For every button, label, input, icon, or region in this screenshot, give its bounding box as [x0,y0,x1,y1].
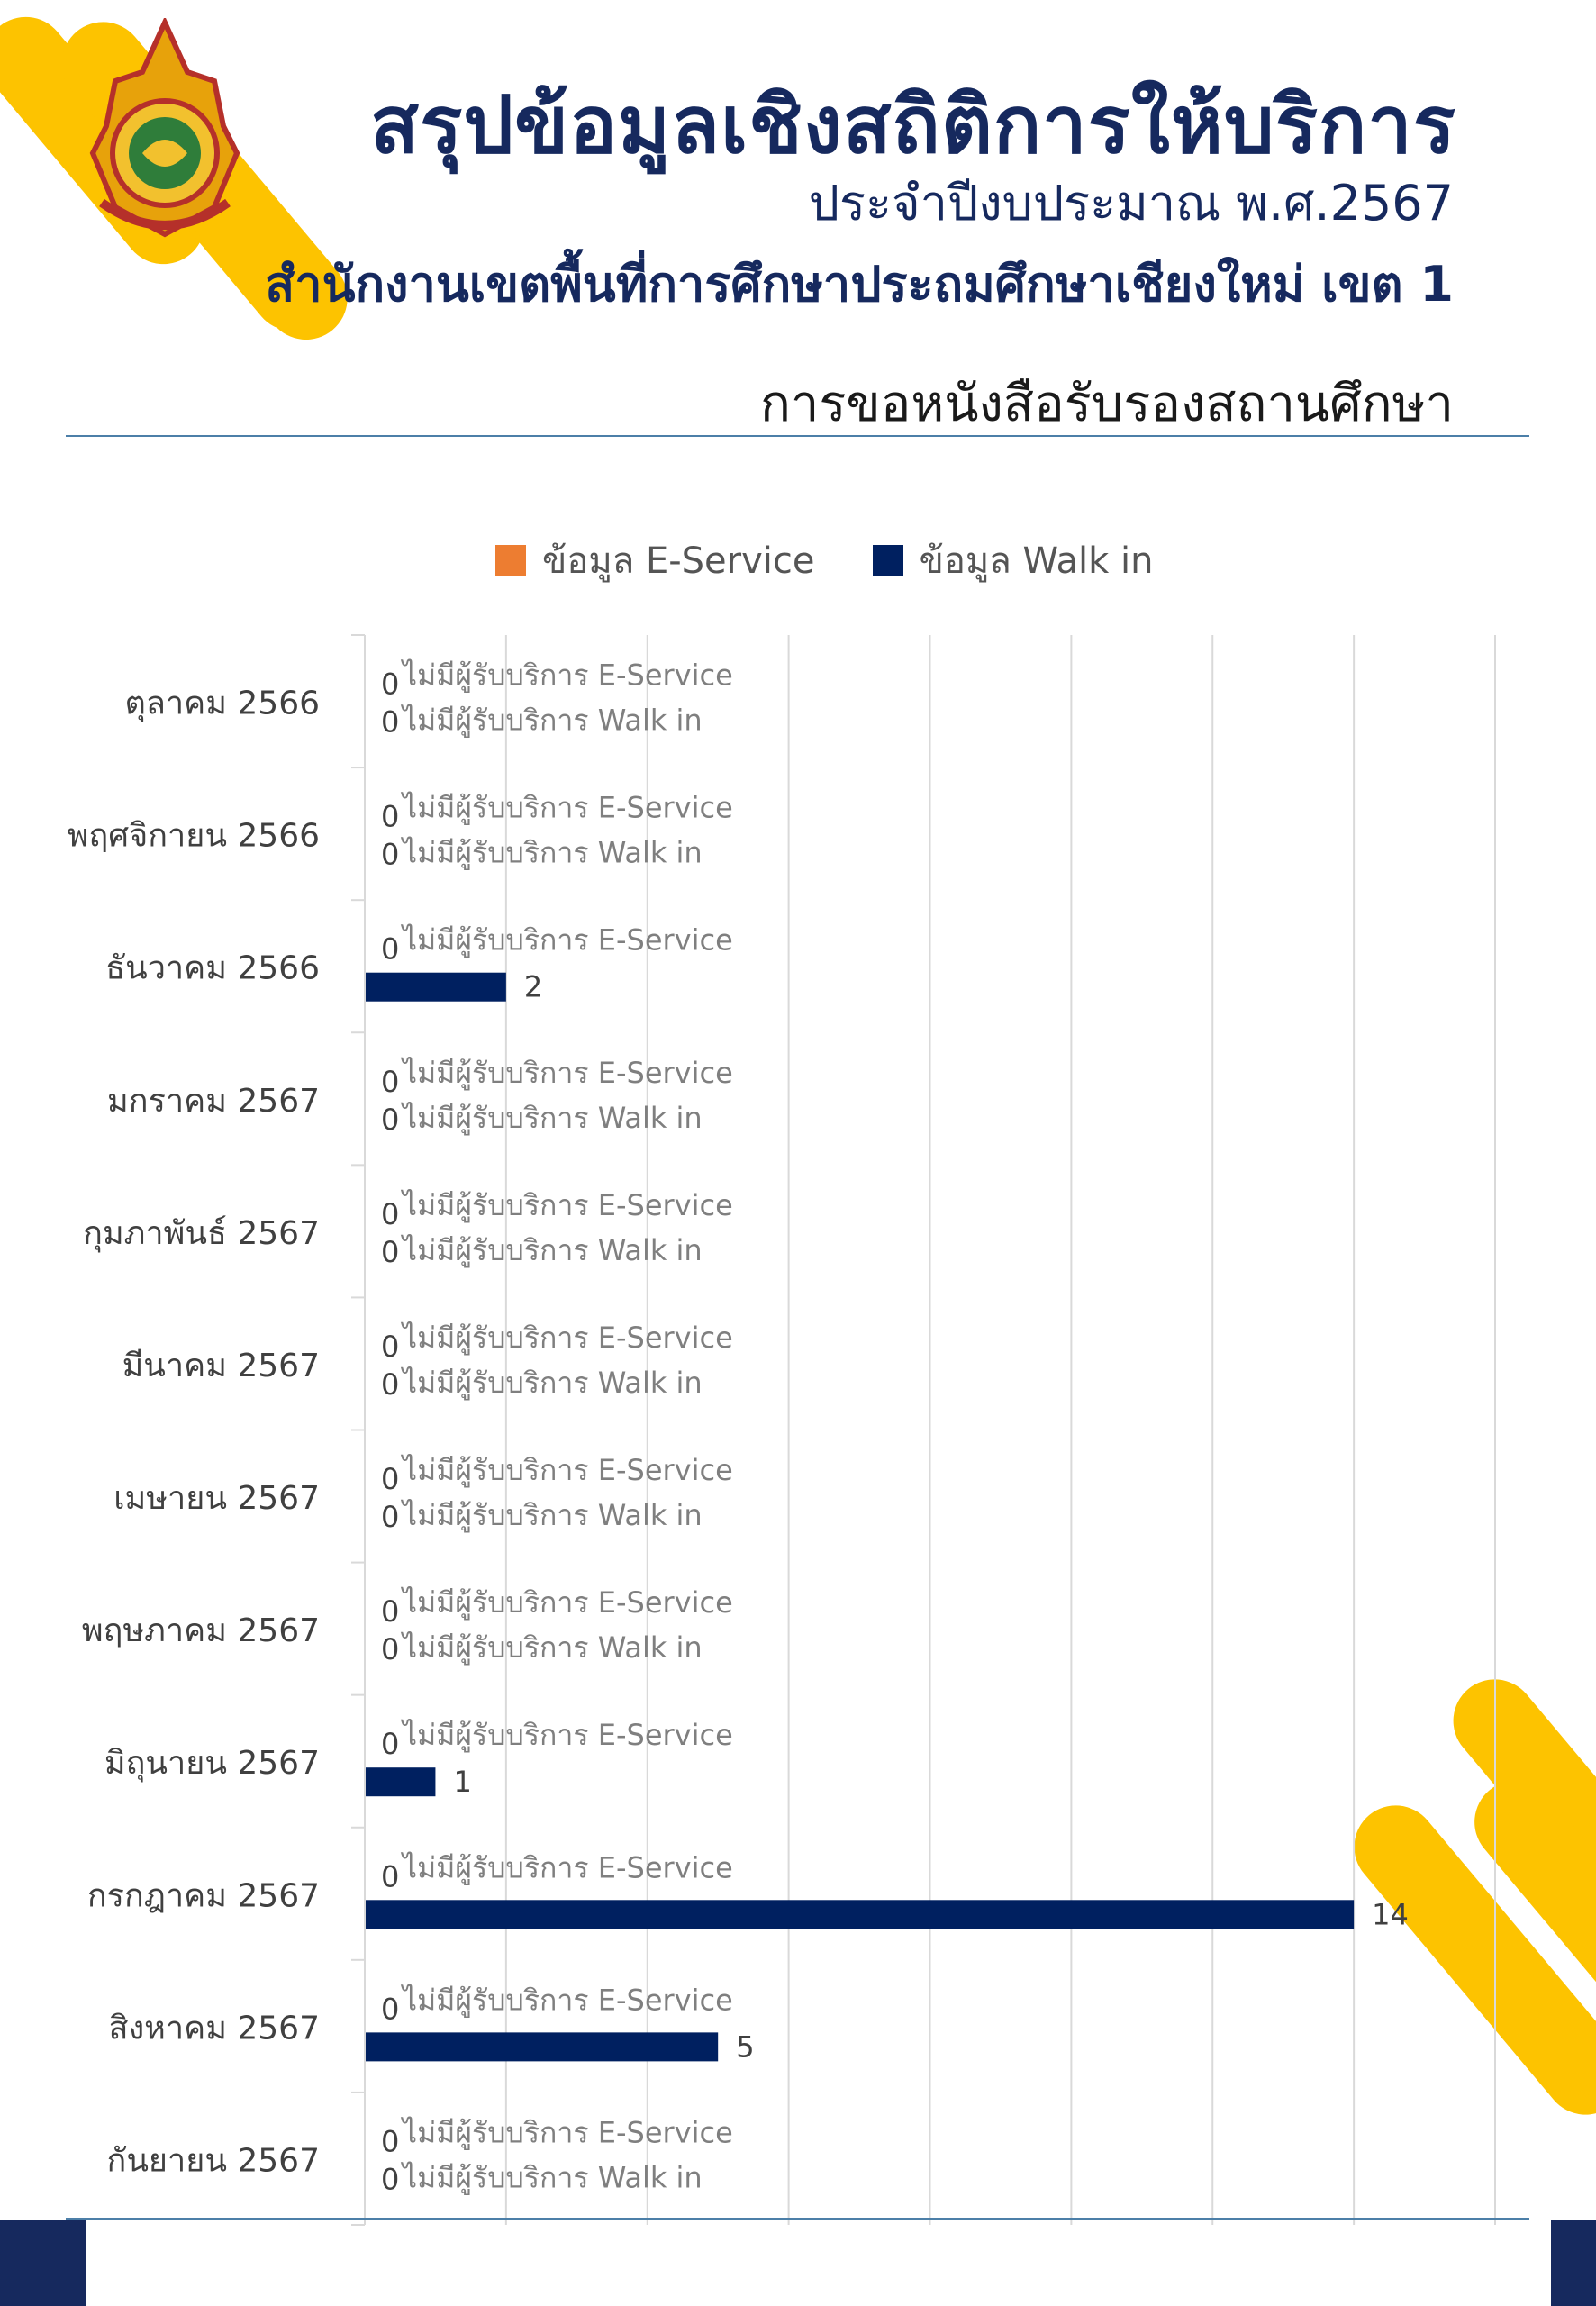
bar-walk-in [365,2032,719,2062]
zero-label-e-service: ไม่มีผู้รับบริการ E-Service [400,2115,733,2150]
zero-label-walk-in: ไม่มีผู้รับบริการ Walk in [400,1233,703,1268]
zero-label-e-service: ไม่มีผู้รับบริการ E-Service [400,1983,733,2018]
data-label-e-service: 0 [381,1197,399,1231]
data-label-walk-in: 1 [453,1765,471,1799]
category-label: กุมภาพันธ์ 2567 [83,1215,320,1253]
header-divider [66,435,1529,437]
data-label-e-service: 0 [381,1330,399,1364]
data-label-e-service: 0 [381,2124,399,2158]
zero-label-walk-in: ไม่มีผู้รับบริการ Walk in [400,836,703,871]
category-label: ตุลาคม 2566 [124,685,320,723]
bar-walk-in [365,1900,1355,1929]
category-label: สิงหาคม 2567 [109,2010,320,2047]
data-label-walk-in: 0 [381,1632,399,1666]
data-label-walk-in: 0 [381,1367,399,1402]
data-label-walk-in: 5 [736,2029,754,2064]
zero-label-e-service: ไม่มีผู้รับบริการ E-Service [400,658,733,694]
legend-label-e-service: ข้อมูล E-Service [542,540,815,582]
category-label: กันยายน 2567 [107,2142,320,2179]
data-label-walk-in: 14 [1372,1897,1409,1931]
zero-label-e-service: ไม่มีผู้รับบริการ E-Service [400,1321,733,1356]
office-emblem-logo [89,18,240,238]
data-label-e-service: 0 [381,1462,399,1496]
data-label-e-service: 0 [381,667,399,702]
bar-walk-in [365,1767,436,1797]
page-title: สรุปข้อมูลเชิงสถิติการให้บริการ [370,78,1456,171]
data-label-walk-in: 0 [381,1235,399,1269]
data-label-walk-in: 0 [381,838,399,872]
category-label: มีนาคม 2567 [122,1348,320,1385]
category-label: ธันวาคม 2566 [105,950,320,987]
category-label: กรกฎาคม 2567 [87,1877,320,1914]
data-label-e-service: 0 [381,932,399,967]
category-label: เมษายน 2567 [113,1480,320,1517]
data-label-e-service: 0 [381,1992,399,2026]
legend-swatch-walk-in [872,545,903,576]
legend-item-walk-in: ข้อมูล Walk in [872,531,1154,589]
chart-legend: ข้อมูล E-Service ข้อมูล Walk in [495,531,1211,589]
data-label-walk-in: 0 [381,1500,399,1534]
zero-label-e-service: ไม่มีผู้รับบริการ E-Service [400,1188,733,1223]
zero-label-e-service: ไม่มีผู้รับบริการ E-Service [400,1056,733,1091]
data-label-e-service: 0 [381,1065,399,1099]
data-label-walk-in: 0 [381,2162,399,2196]
data-label-walk-in: 0 [381,1103,399,1137]
legend-label-walk-in: ข้อมูล Walk in [919,540,1154,582]
data-label-e-service: 0 [381,1859,399,1893]
zero-label-walk-in: ไม่มีผู้รับบริการ Walk in [400,1101,703,1136]
category-label: มิถุนายน 2567 [104,1745,320,1783]
section-title: การขอหนังสือรับรองสถานศึกษา [760,375,1454,433]
data-label-e-service: 0 [381,1594,399,1629]
zero-label-walk-in: ไม่มีผู้รับบริการ Walk in [400,2160,703,2195]
zero-label-e-service: ไม่มีผู้รับบริการ E-Service [400,791,733,826]
category-label: พฤษภาคม 2567 [82,1612,320,1649]
legend-swatch-e-service [495,545,526,576]
zero-label-walk-in: ไม่มีผู้รับบริการ Walk in [400,1630,703,1666]
zero-label-walk-in: ไม่มีผู้รับบริการ Walk in [400,1498,703,1533]
data-label-walk-in: 0 [381,705,399,740]
corner-accent-right [1551,2220,1596,2306]
footer-divider [66,2218,1529,2220]
zero-label-walk-in: ไม่มีผู้รับบริการ Walk in [400,704,703,739]
zero-label-e-service: ไม่มีผู้รับบริการ E-Service [400,923,733,958]
fiscal-year-subtitle: ประจำปีงบประมาณ พ.ศ.2567 [808,175,1454,232]
category-label: มกราคม 2567 [107,1083,320,1120]
data-label-e-service: 0 [381,1727,399,1761]
zero-label-e-service: ไม่มีผู้รับบริการ E-Service [400,1850,733,1885]
bar-walk-in [365,972,506,1002]
data-label-walk-in: 2 [524,970,542,1004]
legend-item-e-service: ข้อมูล E-Service [495,531,815,589]
zero-label-walk-in: ไม่มีผู้รับบริการ Walk in [400,1366,703,1401]
zero-label-e-service: ไม่มีผู้รับบริการ E-Service [400,1453,733,1488]
category-label: พฤศจิกายน 2566 [68,818,320,855]
corner-accent-left [0,2220,86,2306]
zero-label-e-service: ไม่มีผู้รับบริการ E-Service [400,1718,733,1753]
office-name: สำนักงานเขตพื้นที่การศึกษาประถมศึกษาเชีย… [265,256,1454,313]
data-label-e-service: 0 [381,800,399,834]
zero-label-e-service: ไม่มีผู้รับบริการ E-Service [400,1585,733,1621]
